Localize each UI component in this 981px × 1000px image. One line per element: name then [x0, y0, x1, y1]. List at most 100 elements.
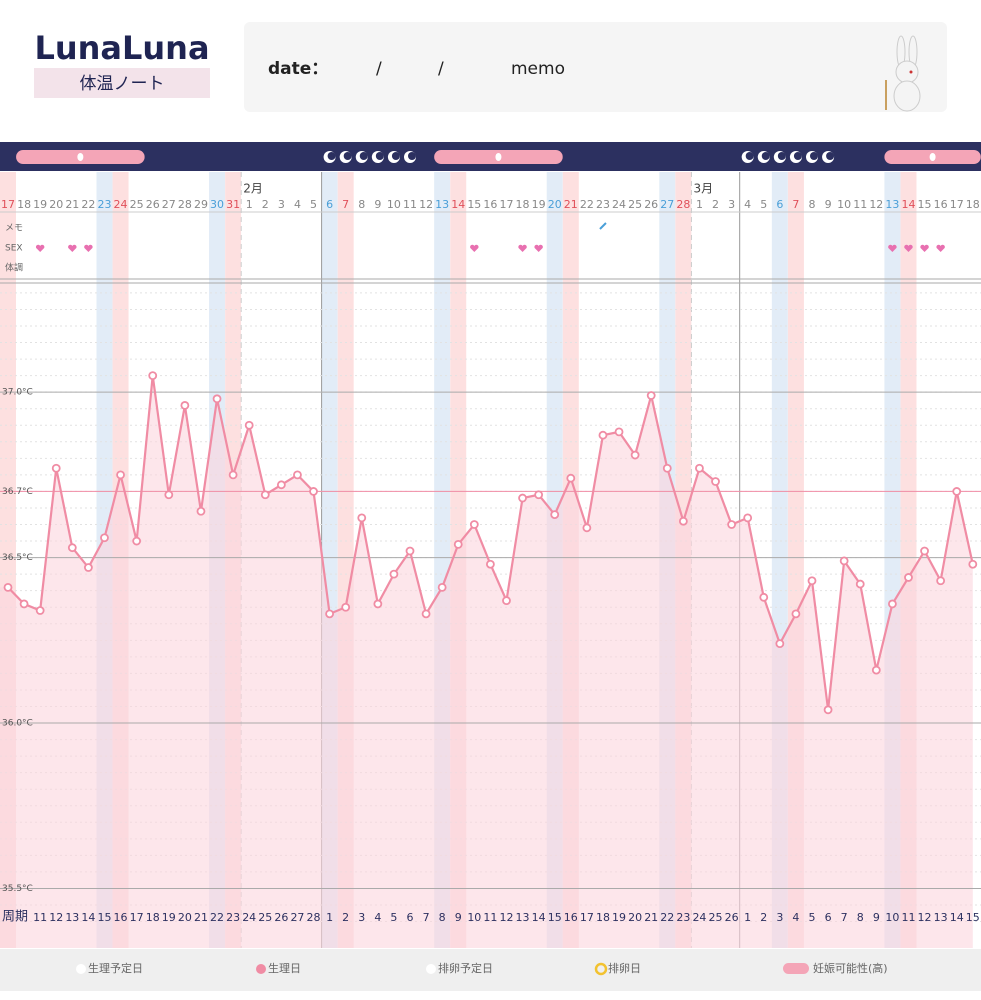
period-icon-inner [408, 152, 416, 160]
y-tick-label: 37.0°C [2, 388, 33, 398]
heart-icon [904, 244, 913, 252]
date-label: 20 [49, 198, 63, 211]
date-label: 17 [499, 198, 513, 211]
date-label: 12 [869, 198, 883, 211]
period-icon-inner [327, 152, 336, 160]
date-label: 6 [776, 198, 783, 211]
date-label: 29 [194, 198, 208, 211]
cycle-day: 1 [326, 911, 333, 924]
month-label: 3月 [693, 182, 713, 196]
cycle-day: 10 [467, 911, 481, 924]
rabbit [885, 35, 921, 112]
cycle-day: 14 [950, 911, 964, 924]
period-icon-inner [810, 152, 818, 160]
cycle-day: 11 [901, 911, 915, 924]
temperature-point [84, 563, 93, 572]
period-icon-inner [359, 152, 368, 160]
date-label: 15 [467, 198, 481, 211]
cycle-day: 20 [178, 911, 192, 924]
temperature-point [662, 463, 672, 473]
temperature-point [839, 556, 849, 566]
temperature-point [389, 569, 399, 579]
date-label: 28 [178, 198, 192, 211]
row-label: メモ [5, 224, 23, 234]
legend-icon [783, 963, 809, 974]
legend-label: 排卵日 [608, 961, 641, 975]
date-label: 11 [853, 198, 867, 211]
date-label: 26 [644, 198, 658, 211]
cycle-day: 17 [580, 911, 594, 924]
temperature-point [791, 609, 801, 619]
heart-icon [920, 244, 929, 252]
legend-icon [256, 964, 266, 974]
date-label: 21 [564, 198, 578, 211]
date-sep: / [376, 59, 382, 79]
temperature-point [116, 470, 125, 480]
cycle-day: 24 [692, 911, 706, 924]
date-label: 26 [146, 198, 160, 211]
date-sep: / [438, 59, 444, 79]
cycle-day: 13 [934, 911, 948, 924]
temperature-point [228, 470, 238, 480]
legend-label: 排卵予定日 [438, 961, 493, 975]
temperature-point [759, 592, 769, 602]
temperature-point [968, 559, 978, 569]
temperature-point [212, 394, 222, 404]
date-label: 5 [310, 198, 317, 211]
temperature-point [341, 602, 351, 612]
memo-icon [599, 222, 607, 230]
date-label: 31 [226, 198, 240, 211]
y-tick-label: 36.0°C [2, 719, 33, 729]
date-label: 14 [901, 198, 915, 211]
date-label: date： [268, 59, 328, 79]
header-box [244, 22, 947, 112]
cycle-day: 21 [644, 911, 658, 924]
temperature-point [67, 543, 77, 553]
period-icon-inner [761, 152, 770, 160]
cycle-day: 15 [548, 911, 562, 924]
date-label: 18 [966, 198, 980, 211]
date-label: 16 [934, 198, 948, 211]
date-label: 27 [660, 198, 674, 211]
date-label: 30 [210, 198, 224, 211]
temperature-point [614, 427, 624, 437]
cycle-day: 11 [33, 911, 47, 924]
legend-icon [594, 962, 608, 976]
cycle-day: 25 [258, 911, 272, 924]
temperature-point [453, 539, 463, 549]
temperature-point [148, 371, 158, 381]
temperature-point [630, 450, 640, 460]
cycle-day: 15 [97, 911, 111, 924]
cycle-day: 11 [483, 911, 497, 924]
cycle-day: 12 [918, 911, 932, 924]
cycle-day: 25 [709, 911, 723, 924]
cycle-day: 13 [516, 911, 530, 924]
date-label: 11 [403, 198, 417, 211]
ovulation-dot [929, 153, 936, 161]
cycle-day: 2 [342, 911, 349, 924]
cycle-day: 23 [226, 911, 240, 924]
heart-icon [518, 244, 527, 252]
cycle-day: 22 [660, 911, 674, 924]
cycle-day: 19 [612, 911, 626, 924]
cycle-day: 17 [130, 911, 144, 924]
date-label: 25 [628, 198, 642, 211]
date-label: 9 [825, 198, 832, 211]
date-label: 7 [792, 198, 799, 211]
cycle-day: 13 [65, 911, 79, 924]
date-label: 10 [837, 198, 851, 211]
temperature-point [244, 420, 254, 430]
period-icon-inner [745, 152, 754, 160]
heart-icon [936, 244, 945, 252]
cycle-day: 12 [499, 911, 513, 924]
cycle-day: 14 [532, 911, 546, 924]
footer [0, 949, 981, 991]
heart-icon [470, 244, 479, 252]
temperature-point [3, 582, 13, 592]
memo-label: memo [511, 59, 565, 79]
date-label: 4 [294, 198, 301, 211]
cycle-day: 1 [744, 911, 751, 924]
date-label: 2 [712, 198, 719, 211]
date-label: 8 [809, 198, 816, 211]
cycle-day: 16 [114, 911, 128, 924]
